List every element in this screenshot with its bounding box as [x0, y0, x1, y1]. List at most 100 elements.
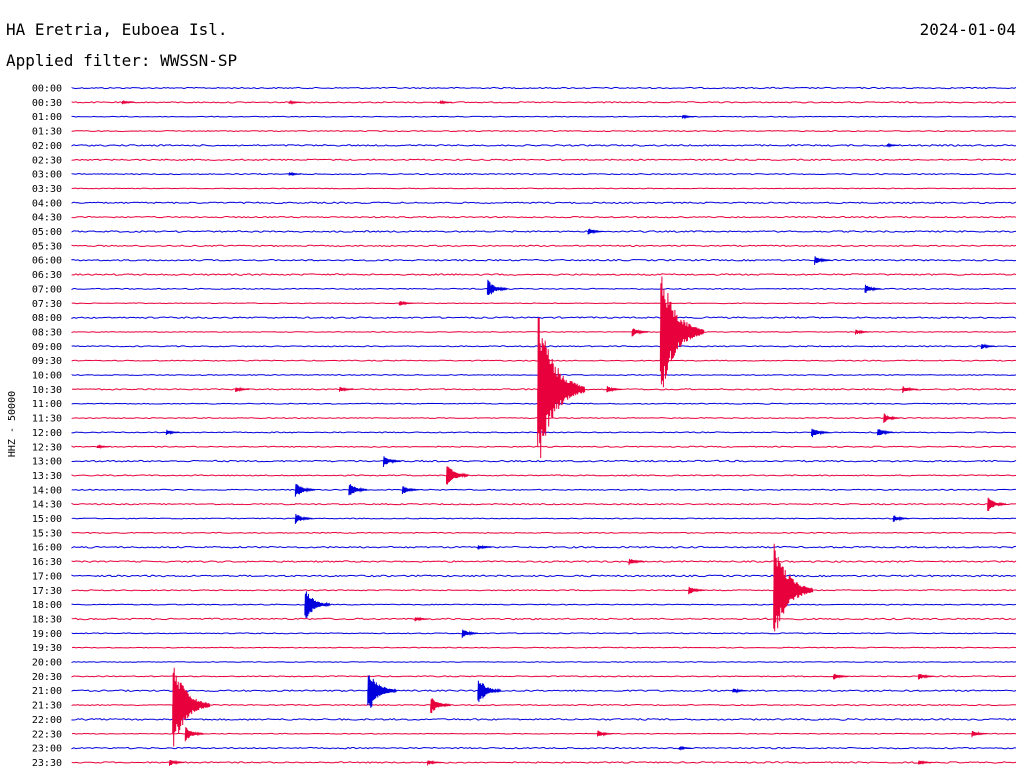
- time-tick-label: 05:00: [32, 227, 62, 238]
- time-tick-label: 18:30: [32, 614, 62, 625]
- time-tick-label: 23:00: [32, 744, 62, 755]
- time-tick-label: 13:00: [32, 457, 62, 468]
- seismic-traces: [71, 86, 1017, 766]
- seismic-event: [855, 329, 870, 335]
- trace-line: [71, 646, 1017, 649]
- time-tick-label: 06:30: [32, 270, 62, 281]
- seismic-event: [892, 515, 909, 522]
- time-tick-label: 00:00: [32, 84, 62, 95]
- time-tick-label: 22:00: [32, 715, 62, 726]
- trace-line: [71, 258, 1017, 262]
- trace-line: [71, 632, 1016, 635]
- seismic-event: [886, 142, 900, 148]
- trace-line: [71, 158, 1017, 161]
- seismic-event: [477, 680, 502, 703]
- time-tick-label: 02:30: [32, 155, 62, 166]
- seismic-event: [628, 558, 645, 566]
- seismic-event: [688, 586, 705, 595]
- seismic-event: [814, 256, 831, 265]
- trace-line: [71, 144, 1017, 147]
- seismic-event: [864, 284, 882, 294]
- seismic-event: [165, 429, 181, 436]
- seismic-event: [971, 730, 988, 738]
- time-tick-label: 13:30: [32, 471, 62, 482]
- seismic-event: [811, 428, 829, 438]
- trace-line: [71, 459, 1017, 463]
- time-tick-label: 11:00: [32, 399, 62, 410]
- trace-line: [71, 603, 1017, 606]
- time-tick-label: 10:30: [32, 385, 62, 396]
- station-title: HA Eretria, Euboea Isl.: [6, 20, 228, 39]
- seismic-event: [587, 228, 604, 235]
- seismic-event: [918, 673, 934, 680]
- seismic-event: [833, 673, 849, 680]
- seismic-event: [631, 328, 649, 337]
- seismic-event: [537, 317, 586, 459]
- time-tick-label: 01:00: [32, 112, 62, 123]
- trace-line: [71, 302, 1017, 305]
- seismic-event: [304, 591, 331, 618]
- seismic-event: [172, 667, 211, 747]
- time-tick-label: 09:00: [32, 342, 62, 353]
- trace-line: [71, 86, 1017, 90]
- time-tick-label: 16:00: [32, 543, 62, 554]
- trace-line: [71, 531, 1017, 534]
- time-tick-label: 16:30: [32, 557, 62, 568]
- seismic-event: [235, 386, 250, 393]
- seismic-event: [486, 279, 508, 296]
- trace-line: [71, 101, 1017, 104]
- time-tick-label: 12:00: [32, 428, 62, 439]
- trace-line: [71, 718, 1017, 721]
- seismic-event: [288, 99, 302, 105]
- seismic-event: [606, 386, 623, 393]
- time-tick-label: 11:30: [32, 414, 62, 425]
- seismic-event: [367, 675, 397, 708]
- time-tick-label: 20:30: [32, 672, 62, 683]
- seismic-event: [902, 386, 918, 394]
- seismic-event: [401, 486, 419, 495]
- filter-label: Applied filter: WWSSN-SP: [6, 51, 237, 70]
- seismic-event: [398, 300, 413, 306]
- time-tick-label: 02:00: [32, 141, 62, 152]
- seismic-event: [773, 543, 814, 632]
- trace-line: [71, 215, 1017, 219]
- trace-line: [71, 703, 1017, 707]
- seismic-event: [348, 484, 368, 496]
- time-tick-label: 21:30: [32, 701, 62, 712]
- seismic-event: [477, 544, 492, 550]
- time-tick-label: 23:30: [32, 758, 62, 769]
- seismic-event: [294, 513, 313, 524]
- time-tick-label: 14:30: [32, 500, 62, 511]
- time-tick-label: 18:00: [32, 600, 62, 611]
- trace-line: [71, 115, 1017, 118]
- seismic-event: [987, 497, 1007, 511]
- time-tick-label: 20:00: [32, 658, 62, 669]
- seismic-event: [446, 466, 469, 485]
- trace-line: [71, 287, 1017, 291]
- seismic-event: [439, 99, 453, 105]
- trace-line: [71, 273, 1017, 276]
- channel-label: HHZ - 50000: [7, 391, 18, 457]
- trace-line: [71, 689, 1017, 692]
- time-tick-label: 19:30: [32, 643, 62, 654]
- seismic-event: [383, 456, 401, 467]
- time-tick-label: 09:30: [32, 356, 62, 367]
- time-tick-label: 22:30: [32, 729, 62, 740]
- time-tick-label: 21:00: [32, 686, 62, 697]
- time-tick-label: 00:30: [32, 98, 62, 109]
- trace-line: [71, 230, 1017, 233]
- seismic-event: [96, 443, 110, 450]
- time-tick-label: 04:00: [32, 198, 62, 209]
- seismic-event: [682, 114, 695, 120]
- time-tick-label: 06:00: [32, 256, 62, 267]
- seismic-event: [732, 688, 747, 694]
- seismic-event: [597, 730, 613, 737]
- time-tick-label: 14:00: [32, 485, 62, 496]
- time-tick-label: 08:30: [32, 327, 62, 338]
- trace-line: [71, 574, 1017, 578]
- time-tick-label: 03:30: [32, 184, 62, 195]
- time-tick-label: 05:30: [32, 241, 62, 252]
- time-tick-label: 15:30: [32, 528, 62, 539]
- time-tick-label: 01:30: [32, 127, 62, 138]
- trace-line: [71, 201, 1017, 205]
